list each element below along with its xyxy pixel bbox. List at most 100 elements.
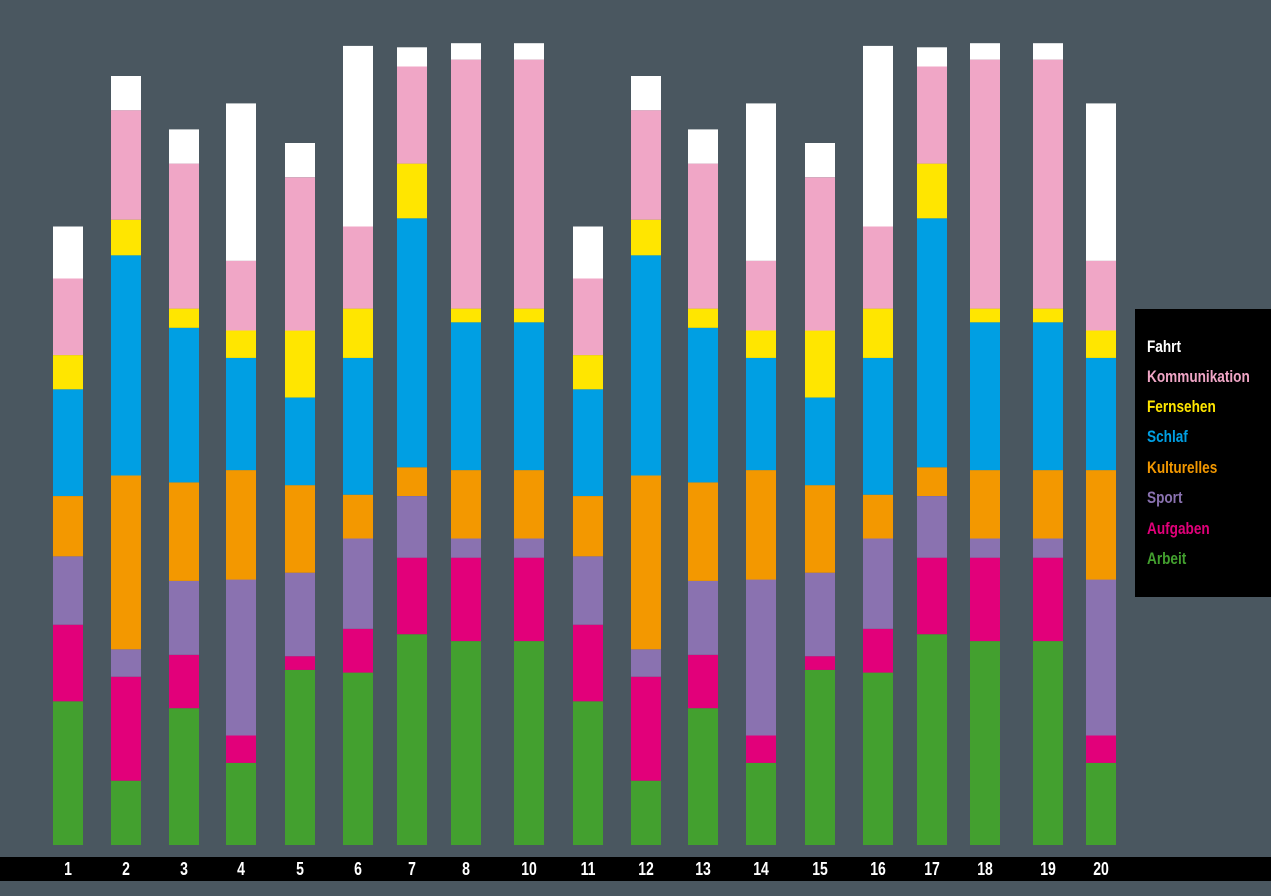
x-tick-label-7: 7 [408,859,416,879]
x-tick-label-15: 15 [812,859,828,879]
bar-segment-fahrt-15 [805,143,835,178]
bar-segment-fahrt-2 [111,76,141,111]
x-tick-label-3: 3 [180,859,188,879]
bar-segment-schlaf-20 [1086,357,1116,471]
bar-segment-schlaf-18 [970,322,1000,471]
bar-segment-kulturelles-10 [514,470,544,539]
bar-segment-fahrt-8 [451,43,481,60]
x-tick-label-19: 19 [1040,859,1056,879]
bar-segment-arbeit-16 [863,672,893,845]
bar-segment-fahrt-10 [514,43,544,60]
bar-segment-fahrt-16 [863,45,893,227]
bar-segment-arbeit-15 [805,669,835,845]
bar-segment-kommunikation-6 [343,226,373,309]
bar-segment-schlaf-19 [1033,322,1063,471]
bar-segment-schlaf-5 [285,397,315,486]
x-tick-label-4: 4 [237,859,245,879]
bar-segment-kommunikation-20 [1086,260,1116,331]
bar-segment-kulturelles-13 [688,482,718,581]
bar-segment-schlaf-17 [917,218,947,468]
bar-segment-fahrt-12 [631,76,661,111]
legend-item-sport: Sport [1147,488,1183,507]
bar-segment-fernsehen-20 [1086,330,1116,358]
bar-segment-aufgaben-12 [631,676,661,781]
bar-segment-kulturelles-17 [917,467,947,496]
bar-segment-kulturelles-20 [1086,470,1116,580]
bar-segment-fahrt-7 [397,47,427,67]
bar-segment-kommunikation-15 [805,177,835,331]
bar-segment-aufgaben-1 [53,624,83,702]
bar-segment-aufgaben-13 [688,654,718,709]
bar-segment-kommunikation-8 [451,59,481,309]
bar-segment-arbeit-14 [746,762,776,845]
bar-segment-sport-20 [1086,579,1116,736]
bar-segment-arbeit-18 [970,641,1000,845]
legend-item-schlaf: Schlaf [1147,427,1188,446]
bar-segment-aufgaben-14 [746,735,776,763]
bar-segment-fernsehen-6 [343,308,373,358]
bar-segment-sport-16 [863,538,893,629]
bar-segment-kulturelles-16 [863,494,893,539]
legend-item-fahrt: Fahrt [1147,337,1181,356]
bar-segment-schlaf-7 [397,218,427,468]
bar-segment-kulturelles-2 [111,475,141,650]
bar-segment-kommunikation-17 [917,66,947,164]
bar-segment-fernsehen-8 [451,308,481,323]
bar-segment-sport-10 [514,538,544,558]
legend-item-arbeit: Arbeit [1147,549,1187,568]
bar-segment-fahrt-18 [970,43,1000,60]
bar-segment-kommunikation-2 [111,110,141,220]
bar-segment-aufgaben-20 [1086,735,1116,763]
x-tick-label-6: 6 [354,859,362,879]
bar-segment-aufgaben-6 [343,628,373,673]
x-tick-label-10: 10 [521,859,537,879]
bar-segment-aufgaben-10 [514,557,544,642]
bar-segment-sport-6 [343,538,373,629]
bar-segment-fahrt-13 [688,129,718,164]
bar-segment-fernsehen-19 [1033,308,1063,323]
bar-segment-arbeit-20 [1086,762,1116,845]
bar-segment-fernsehen-3 [169,308,199,328]
bar-segment-fernsehen-7 [397,163,427,219]
bar-segment-sport-19 [1033,538,1063,558]
x-tick-label-13: 13 [695,859,711,879]
legend-item-fernsehen: Fernsehen [1147,397,1216,416]
bar-segment-sport-11 [573,556,603,625]
bar-segment-kommunikation-3 [169,163,199,309]
bar-segment-kulturelles-15 [805,485,835,573]
bar-segment-sport-14 [746,579,776,736]
bar-segment-aufgaben-18 [970,557,1000,642]
bar-segment-sport-17 [917,496,947,558]
bar-segment-kommunikation-12 [631,110,661,220]
bar-segment-kommunikation-16 [863,226,893,309]
bar-segment-fernsehen-10 [514,308,544,323]
bar-segment-schlaf-13 [688,327,718,483]
bar-segment-sport-12 [631,649,661,677]
x-tick-label-2: 2 [122,859,130,879]
bar-segment-fahrt-14 [746,103,776,261]
bar-segment-sport-7 [397,496,427,558]
bar-segment-fernsehen-2 [111,219,141,256]
bar-segment-aufgaben-7 [397,557,427,635]
bar-segment-arbeit-19 [1033,641,1063,845]
bar-segment-sport-5 [285,572,315,657]
bar-segment-fahrt-3 [169,129,199,164]
bar-segment-fahrt-19 [1033,43,1063,60]
bar-segment-kulturelles-8 [451,470,481,539]
bar-segment-arbeit-3 [169,708,199,845]
bar-segment-schlaf-4 [226,357,256,471]
bar-segment-arbeit-12 [631,780,661,845]
bar-segment-fernsehen-16 [863,308,893,358]
x-tick-label-1: 1 [64,859,72,879]
bar-segment-aufgaben-15 [805,656,835,670]
bar-segment-schlaf-14 [746,357,776,471]
legend-item-kommunikation: Kommunikation [1147,367,1250,386]
bar-segment-aufgaben-8 [451,557,481,642]
bar-segment-kommunikation-14 [746,260,776,331]
bar-segment-kommunikation-5 [285,177,315,331]
bar-segment-arbeit-8 [451,641,481,845]
bar-segment-aufgaben-16 [863,628,893,673]
bar-segment-fernsehen-12 [631,219,661,256]
bar-segment-kommunikation-13 [688,163,718,309]
